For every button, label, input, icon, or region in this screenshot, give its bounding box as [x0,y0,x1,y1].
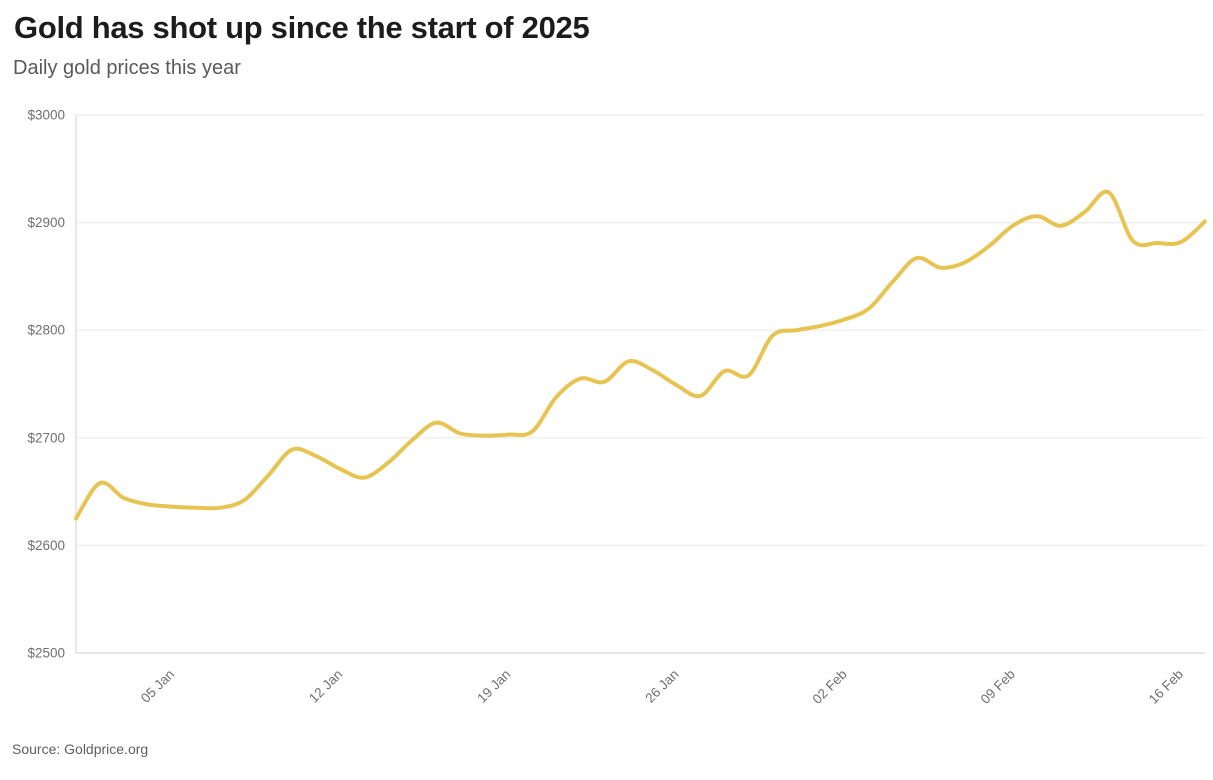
gold-price-line [74,189,1207,521]
y-axis-tick-label: $2500 [27,646,65,661]
chart-subtitle: Daily gold prices this year [13,57,241,79]
x-axis-tick-label: 19 Jan [474,667,513,706]
x-axis-tick-label: 09 Feb [978,667,1018,707]
y-axis-tick-label: $2600 [27,538,65,553]
x-axis-tick-label: 26 Jan [642,667,681,706]
y-axis-tick-label: $2700 [27,430,65,445]
y-axis-tick-label: $2800 [27,323,65,338]
source-note: Source: Goldprice.org [12,741,149,757]
x-axis-tick-label: 16 Feb [1146,667,1186,707]
chart-title: Gold has shot up since the start of 2025 [14,10,590,45]
x-axis-tick-label: 12 Jan [306,667,345,706]
x-axis-tick-label: 02 Feb [809,667,849,707]
y-axis-tick-label: $3000 [27,108,65,123]
x-axis-tick-label: 05 Jan [138,667,177,706]
y-axis-tick-label: $2900 [27,215,65,230]
